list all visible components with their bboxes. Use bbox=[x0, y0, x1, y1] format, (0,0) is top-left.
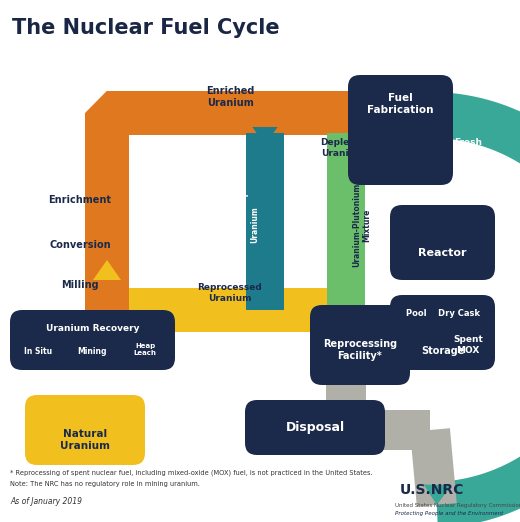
Text: Reprocessed
Uranium: Reprocessed Uranium bbox=[198, 283, 263, 303]
Text: Reprocessing
Facility*: Reprocessing Facility* bbox=[323, 339, 397, 361]
FancyBboxPatch shape bbox=[390, 205, 495, 280]
Polygon shape bbox=[252, 127, 278, 145]
FancyBboxPatch shape bbox=[348, 75, 453, 185]
FancyBboxPatch shape bbox=[390, 295, 495, 370]
Text: Heap
Leach: Heap Leach bbox=[134, 343, 157, 356]
Polygon shape bbox=[333, 133, 359, 151]
Text: Fresh
MOX: Fresh MOX bbox=[454, 185, 482, 205]
Text: Conversion: Conversion bbox=[49, 240, 111, 250]
Text: Note: The NRC has no regulatory role in mining uranium.: Note: The NRC has no regulatory role in … bbox=[10, 481, 200, 487]
Polygon shape bbox=[85, 91, 350, 295]
Text: Spent
UO₂: Spent UO₂ bbox=[453, 381, 483, 400]
Text: Reactor: Reactor bbox=[418, 247, 467, 257]
Polygon shape bbox=[436, 92, 520, 522]
Polygon shape bbox=[350, 418, 368, 443]
Text: U.S.NRC: U.S.NRC bbox=[400, 483, 464, 497]
Text: Enrichment: Enrichment bbox=[48, 195, 111, 205]
Text: The Nuclear Fuel Cycle: The Nuclear Fuel Cycle bbox=[12, 18, 280, 38]
Text: In Situ: In Situ bbox=[24, 347, 52, 356]
Text: Enriched
Uranium: Enriched Uranium bbox=[206, 86, 254, 108]
FancyBboxPatch shape bbox=[25, 395, 145, 465]
Text: Natural
Uranium: Natural Uranium bbox=[60, 429, 110, 451]
FancyBboxPatch shape bbox=[310, 305, 410, 385]
Polygon shape bbox=[423, 95, 451, 115]
Text: Uranium-Plutonium
Mixture: Uranium-Plutonium Mixture bbox=[353, 183, 372, 267]
Text: Depleted
Uranium: Depleted Uranium bbox=[320, 138, 366, 158]
Polygon shape bbox=[93, 260, 121, 280]
Polygon shape bbox=[85, 175, 129, 340]
Text: Fresh
UO₂: Fresh UO₂ bbox=[454, 138, 482, 158]
Text: Mining: Mining bbox=[78, 347, 107, 356]
Text: As of January 2019: As of January 2019 bbox=[10, 497, 82, 506]
Polygon shape bbox=[423, 484, 451, 505]
FancyBboxPatch shape bbox=[245, 400, 385, 455]
Text: * Reprocessing of spent nuclear fuel, including mixed-oxide (MOX) fuel, is not p: * Reprocessing of spent nuclear fuel, in… bbox=[10, 470, 373, 477]
Text: Protecting People and the Environment: Protecting People and the Environment bbox=[395, 512, 503, 516]
Polygon shape bbox=[85, 260, 346, 332]
Text: Uranium Recovery: Uranium Recovery bbox=[46, 324, 139, 333]
Text: Spent
MOX: Spent MOX bbox=[453, 335, 483, 355]
Polygon shape bbox=[350, 410, 457, 507]
Text: Pool    Dry Cask: Pool Dry Cask bbox=[406, 309, 479, 318]
Text: United States Nuclear Regulatory Commission: United States Nuclear Regulatory Commiss… bbox=[395, 504, 520, 508]
Polygon shape bbox=[327, 133, 365, 310]
Text: Storage: Storage bbox=[421, 346, 464, 356]
Polygon shape bbox=[330, 99, 350, 127]
Text: Disposal: Disposal bbox=[285, 421, 345, 434]
FancyBboxPatch shape bbox=[10, 310, 175, 370]
Polygon shape bbox=[252, 292, 278, 310]
Polygon shape bbox=[326, 340, 366, 430]
Polygon shape bbox=[246, 133, 284, 310]
Text: Milling: Milling bbox=[61, 280, 99, 290]
Text: Fuel
Fabrication: Fuel Fabrication bbox=[367, 93, 434, 115]
Text: Deconversion of Depleted
Uranium: Deconversion of Depleted Uranium bbox=[240, 169, 259, 281]
